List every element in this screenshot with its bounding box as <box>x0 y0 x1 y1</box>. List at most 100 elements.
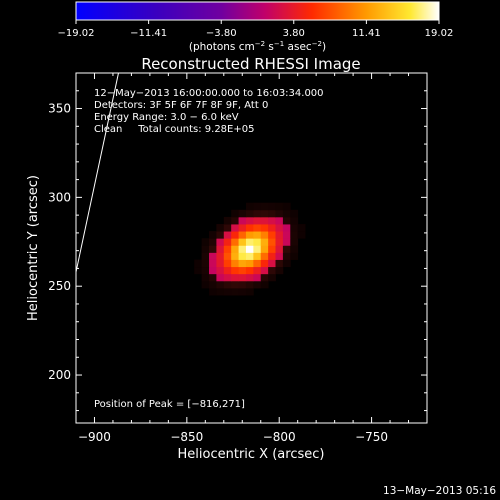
intensity-pixel <box>275 216 284 225</box>
intensity-pixel <box>231 224 239 232</box>
intensity-pixel <box>223 231 232 239</box>
chart-title: Reconstructed RHESSI Image <box>141 55 360 73</box>
intensity-pixel <box>238 252 247 260</box>
intensity-pixel <box>209 259 217 268</box>
intensity-pixel <box>231 231 239 239</box>
intensity-pixel <box>268 224 276 232</box>
colorbar-tick-label: 11.41 <box>352 28 381 39</box>
colorbar-unit-exp2: −1 <box>274 40 284 48</box>
intensity-pixel <box>275 202 284 211</box>
intensity-pixel <box>223 287 232 296</box>
x-tick-label: −900 <box>78 430 111 444</box>
intensity-pixel <box>209 273 217 282</box>
intensity-pixel <box>268 259 276 268</box>
intensity-pixel <box>282 252 291 260</box>
intensity-pixel <box>260 224 269 232</box>
intensity-pixel <box>268 245 276 253</box>
intensity-pixel <box>216 259 225 268</box>
intensity-pixel <box>245 287 254 296</box>
intensity-pixel <box>253 245 262 253</box>
intensity-pixel <box>201 252 210 260</box>
intensity-pixel <box>268 266 276 275</box>
intensity-pixel <box>275 266 284 275</box>
colorbar-unit-label: (photons cm−2 s−1 asec−2) <box>189 40 326 53</box>
colorbar-tick-label: 19.02 <box>425 28 454 39</box>
intensity-pixel <box>231 259 239 268</box>
intensity-pixel <box>216 287 225 296</box>
intensity-pixel <box>282 231 291 239</box>
annotation-time-range: 12−May−2013 16:00:00.000 to 16:03:34.000 <box>94 88 324 99</box>
intensity-pixel <box>282 238 291 246</box>
intensity-pixel <box>209 266 217 275</box>
intensity-pixel <box>260 280 269 289</box>
intensity-pixel <box>245 231 254 239</box>
intensity-pixel <box>253 224 262 232</box>
y-tick-label: 300 <box>48 190 71 204</box>
intensity-pixel <box>209 231 217 239</box>
intensity-pixel <box>201 273 210 282</box>
intensity-pixel <box>201 238 210 246</box>
colorbar-unit-exp1: −2 <box>255 40 265 48</box>
intensity-pixel <box>282 202 291 211</box>
intensity-pixel <box>209 280 217 289</box>
intensity-pixel <box>245 259 254 268</box>
annotation-energy-range: Energy Range: 3.0 − 6.0 keV <box>94 112 239 123</box>
intensity-pixel <box>238 231 247 239</box>
intensity-pixel <box>238 259 247 268</box>
peak-position-label: Position of Peak = [−816,271] <box>94 399 245 410</box>
intensity-pixel <box>209 238 217 246</box>
intensity-pixel <box>290 216 299 225</box>
intensity-pixel <box>297 231 306 239</box>
x-tick-label: −850 <box>170 430 203 444</box>
intensity-pixel <box>238 287 247 296</box>
intensity-pixel <box>223 216 232 225</box>
intensity-pixel <box>282 209 291 218</box>
intensity-pixel <box>268 238 276 246</box>
intensity-pixel <box>238 280 247 289</box>
intensity-pixel <box>216 266 225 275</box>
intensity-pixel <box>253 231 262 239</box>
x-axis: −900 −850 −800 −750 <box>78 73 410 444</box>
intensity-pixel <box>223 224 232 232</box>
intensity-pixel <box>253 252 262 260</box>
colorbar-unit-prefix: (photons cm <box>189 41 255 53</box>
colorbar: −19.02 −11.41 −3.80 3.80 11.41 19.02 (photons… <box>57 1 454 53</box>
intensity-pixel <box>290 238 299 246</box>
x-tick-label: −750 <box>355 430 388 444</box>
plot-frame <box>75 72 428 424</box>
intensity-pixel <box>282 216 291 225</box>
x-tick-label: −800 <box>263 430 296 444</box>
intensity-pixel <box>282 245 291 253</box>
intensity-pixel <box>297 224 306 232</box>
intensity-pixel <box>260 216 269 225</box>
intensity-pixel <box>260 266 269 275</box>
intensity-pixel <box>238 209 247 218</box>
intensity-pixel <box>253 259 262 268</box>
intensity-pixel <box>231 266 239 275</box>
y-tick-label: 250 <box>48 279 71 293</box>
intensity-pixel <box>253 209 262 218</box>
intensity-pixel <box>268 273 276 282</box>
intensity-pixel <box>245 273 254 282</box>
colorbar-tick-label: −3.80 <box>206 28 237 39</box>
intensity-pixel <box>223 238 232 246</box>
intensity-pixel <box>260 245 269 253</box>
intensity-pixel <box>231 238 239 246</box>
y-tick-label: 200 <box>48 368 71 382</box>
intensity-pixel <box>282 224 291 232</box>
intensity-pixel <box>216 231 225 239</box>
y-tick-label: 350 <box>48 102 71 116</box>
intensity-pixel <box>260 259 269 268</box>
intensity-pixel <box>231 245 239 253</box>
plot-image-area <box>76 73 427 423</box>
intensity-pixel <box>290 209 299 218</box>
intensity-pixel <box>275 245 284 253</box>
intensity-pixel <box>268 252 276 260</box>
intensity-pixel <box>275 209 284 218</box>
intensity-pixel <box>245 224 254 232</box>
intensity-pixel <box>275 259 284 268</box>
intensity-pixel <box>231 209 239 218</box>
intensity-pixel <box>216 238 225 246</box>
intensity-pixel <box>268 209 276 218</box>
